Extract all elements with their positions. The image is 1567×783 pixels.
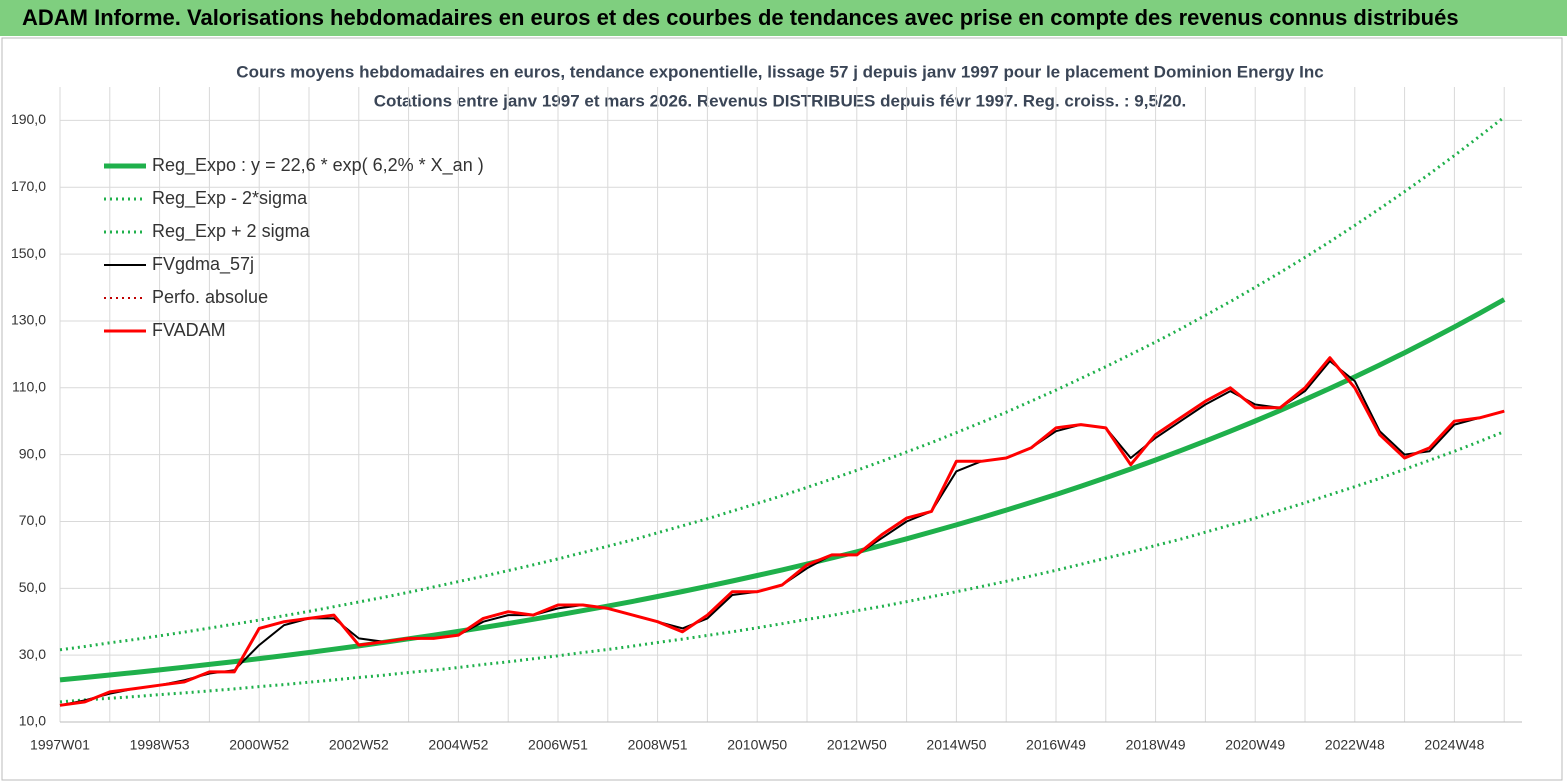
legend-label: Reg_Exp - 2*sigma xyxy=(152,188,308,209)
y-tick-label: 150,0 xyxy=(11,245,46,261)
legend-label: Perfo. absolue xyxy=(152,287,268,307)
legend-label: FVADAM xyxy=(152,320,226,340)
chart-subtitle: Cotations entre janv 1997 et mars 2026. … xyxy=(374,91,1187,110)
series-line xyxy=(59,356,1505,707)
x-tick-label: 2014W50 xyxy=(926,737,986,753)
y-tick-label: 70,0 xyxy=(19,512,46,528)
y-tick-label: 90,0 xyxy=(19,445,46,461)
x-tick-label: 2002W52 xyxy=(329,737,389,753)
chart: Cours moyens hebdomadaires en euros, ten… xyxy=(1,37,1563,781)
series-line xyxy=(59,297,1506,683)
series-line xyxy=(59,430,1505,704)
x-tick-label: 1998W53 xyxy=(130,737,190,753)
x-tick-label: 2008W51 xyxy=(628,737,688,753)
x-tick-label: 2010W50 xyxy=(727,737,787,753)
x-tick-label: 2000W52 xyxy=(229,737,289,753)
x-tick-label: 2006W51 xyxy=(528,737,588,753)
title-bar: ADAM Informe. Valorisations hebdomadaire… xyxy=(0,0,1567,36)
legend-label: Reg_Exp + 2 sigma xyxy=(152,221,311,242)
y-tick-label: 130,0 xyxy=(11,312,46,328)
legend-label: FVgdma_57j xyxy=(152,254,254,275)
page-title: ADAM Informe. Valorisations hebdomadaire… xyxy=(22,5,1459,30)
x-tick-label: 2022W48 xyxy=(1325,737,1385,753)
x-tick-label: 1997W01 xyxy=(30,737,90,753)
y-tick-label: 110,0 xyxy=(12,378,46,394)
y-tick-label: 190,0 xyxy=(11,111,46,127)
series-line xyxy=(59,115,1506,652)
y-tick-label: 10,0 xyxy=(19,713,46,729)
y-tick-label: 50,0 xyxy=(19,579,46,595)
chart-title: Cours moyens hebdomadaires en euros, ten… xyxy=(236,62,1323,81)
y-tick-label: 30,0 xyxy=(19,646,46,662)
x-tick-label: 2024W48 xyxy=(1424,737,1484,753)
x-tick-label: 2020W49 xyxy=(1225,737,1285,753)
x-tick-label: 2004W52 xyxy=(428,737,488,753)
x-tick-label: 2016W49 xyxy=(1026,737,1086,753)
x-tick-label: 2018W49 xyxy=(1126,737,1186,753)
x-tick-label: 2012W50 xyxy=(827,737,887,753)
y-tick-label: 170,0 xyxy=(11,178,46,194)
legend-label: Reg_Expo : y = 22,6 * exp( 6,2% * X_an ) xyxy=(152,155,484,176)
